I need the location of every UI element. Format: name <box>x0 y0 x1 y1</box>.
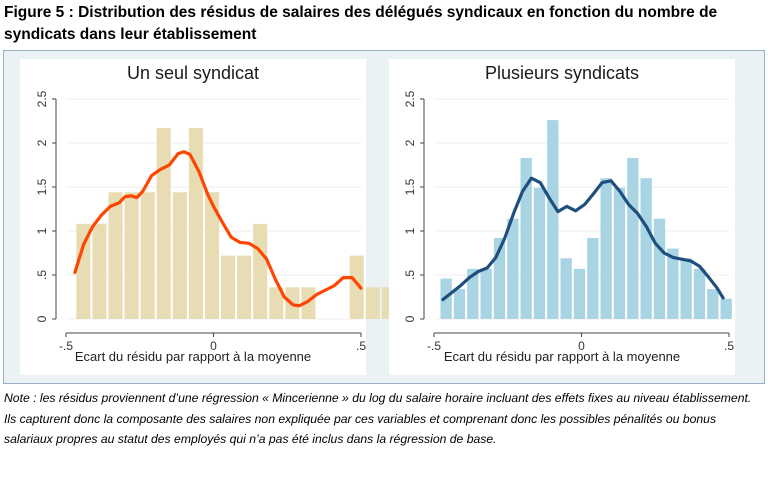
chart2-histogram-bar <box>480 268 492 319</box>
chart1-histogram-bar <box>237 255 252 319</box>
chart2-histogram-bar <box>533 187 546 319</box>
chart1-y-tick-label: 1 <box>35 227 49 234</box>
chart2-histogram-bar <box>627 157 639 319</box>
chart2-y-tick-label: 1.5 <box>403 178 417 195</box>
chart2-histogram-bar <box>467 268 479 319</box>
chart1-histogram-bar <box>204 192 220 319</box>
figure-title: Figure 5 : Distribution des résidus de s… <box>4 4 718 43</box>
chart1-x-tick-label: 0 <box>210 339 217 353</box>
chart2-x-tick-label: 0 <box>578 339 585 353</box>
chart1-y-tick-label: .5 <box>35 270 49 280</box>
chart2-y-tick-label: 2.5 <box>403 90 417 107</box>
chart1-title: Un seul syndicat <box>127 63 259 83</box>
chart1-histogram-bar <box>221 255 236 319</box>
chart2-histogram-bar <box>667 248 679 319</box>
chart2-histogram-bar <box>493 238 506 319</box>
chart2-y-tick-label: 0 <box>403 315 417 322</box>
chart2-card <box>389 59 735 375</box>
chart2-histogram-bar <box>640 178 652 319</box>
chart2-histogram-bar <box>613 187 626 319</box>
chart2-histogram-bar <box>573 268 586 319</box>
chart1-histogram-bar <box>301 287 316 319</box>
chart1-histogram-bar <box>253 223 268 319</box>
chart1-histogram-bar <box>124 192 139 319</box>
chart1-histogram-bar <box>92 223 107 319</box>
chart1-y-tick-label: 0 <box>35 315 49 322</box>
chart2-histogram-bar <box>720 298 732 319</box>
chart1-histogram-bar <box>108 192 123 319</box>
chart2-histogram-bar <box>653 218 666 319</box>
figure-note: Note : les résidus proviennent d’une rég… <box>4 391 752 446</box>
chart2-histogram-bar <box>587 238 599 319</box>
chart1-histogram-bar <box>269 287 284 319</box>
chart2-histogram-bar <box>547 120 559 320</box>
chart1-histogram-bar <box>140 192 155 319</box>
chart2-histogram-bar <box>707 289 719 319</box>
chart1-density-curve <box>73 150 363 308</box>
chart2-x-tick-label: -.5 <box>427 339 441 353</box>
chart1-x-axis-label: Ecart du résidu par rapport à la moyenne <box>75 349 311 364</box>
chart1-histogram-bar <box>172 192 187 319</box>
chart2-x-axis-label: Ecart du résidu par rapport à la moyenne <box>444 349 680 364</box>
chart2-y-tick-label: 1 <box>403 227 417 234</box>
chart1-x-tick-label: -.5 <box>59 339 73 353</box>
chart1-x-tick-label: .5 <box>356 339 366 353</box>
chart2-histogram-bar <box>520 157 532 319</box>
chart2-y-tick-label: 2 <box>403 139 417 146</box>
chart2-histogram-bar <box>693 268 706 319</box>
chart2-histogram-bar <box>453 289 466 319</box>
chart2-density-curve <box>441 176 725 302</box>
chart1-y-tick-label: 2 <box>35 139 49 146</box>
figure-panel: Un seul syndicat 0.5 1 1.5 2 2.5 -.5 0.5 Ecart d… <box>3 50 765 384</box>
chart1-histogram-bar <box>349 255 364 319</box>
chart2-histogram-bar <box>600 178 612 319</box>
chart2-y-tick-label: .5 <box>403 270 417 280</box>
chart2-histogram-bar <box>560 258 572 319</box>
chart1-y-tick-label: 2.5 <box>35 90 49 107</box>
chart1-y-tick-label: 1.5 <box>35 178 49 195</box>
chart2-histogram-bar <box>507 218 519 319</box>
chart2-title: Plusieurs syndicats <box>485 63 639 83</box>
chart2-x-tick-label: .5 <box>724 339 734 353</box>
chart1-histogram-bar <box>365 287 380 319</box>
chart1-histogram-bar <box>156 128 171 319</box>
chart2-histogram-bar <box>680 258 692 319</box>
chart1-histogram-bar <box>76 223 91 319</box>
